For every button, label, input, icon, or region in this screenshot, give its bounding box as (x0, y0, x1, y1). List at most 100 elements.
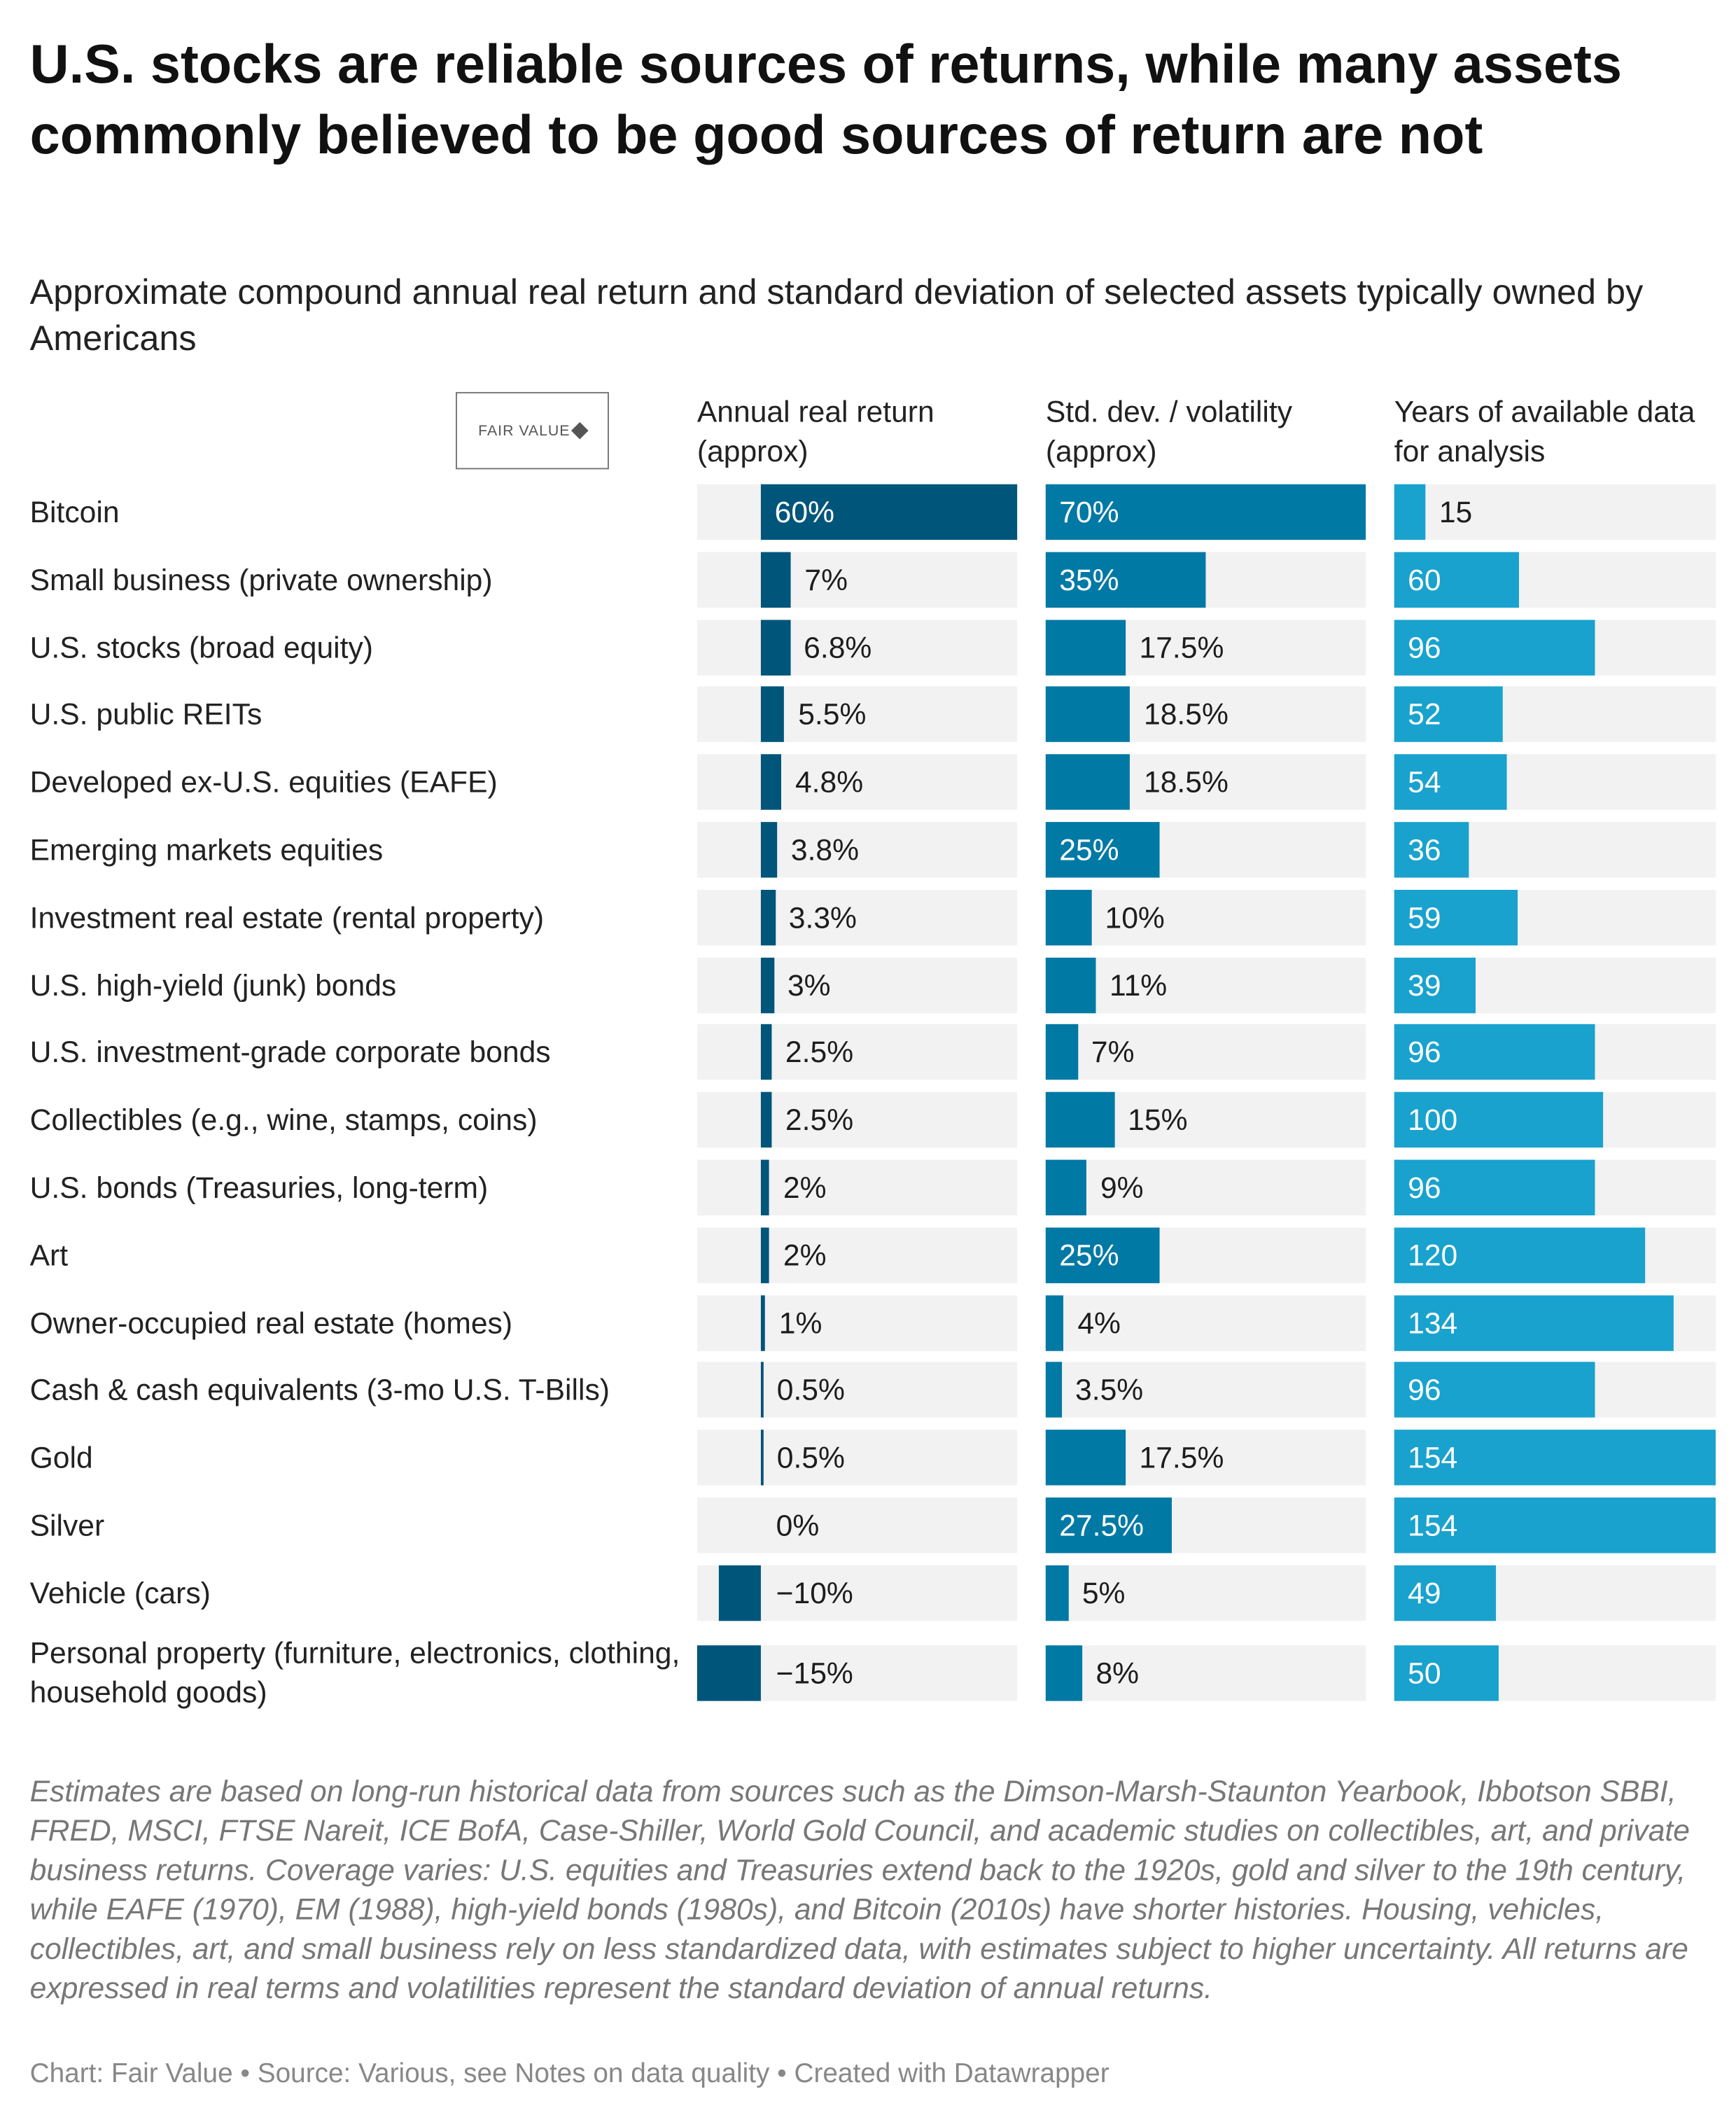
bar-track (696, 1092, 1018, 1148)
sd-bar (1045, 1294, 1064, 1350)
header-years: Years of available data for analysis (1394, 394, 1695, 468)
ret-value-label: 4.8% (794, 765, 864, 800)
yrs-bar (1394, 1498, 1716, 1554)
row-label: Owner-occupied real estate (homes) (29, 1306, 513, 1340)
sd-value-label: 17.5% (1139, 630, 1224, 664)
sd-bar (1045, 1498, 1172, 1554)
sd-value-label: 4% (1077, 1306, 1121, 1340)
yrs-bar (1394, 822, 1470, 878)
ret-bar (761, 1227, 770, 1283)
yrs-value-label: 154 (1408, 1508, 1458, 1542)
yrs-value-label: 59 (1408, 900, 1441, 935)
table-row: Developed ex-U.S. equities (EAFE) 4.8% 18.… (0, 754, 1736, 811)
ret-bar (761, 889, 776, 946)
yrs-value-label: 96 (1408, 1373, 1441, 1407)
ret-bar (718, 1565, 762, 1621)
header-annual-return: Annual real return (approx) (696, 394, 934, 468)
ret-bar (761, 1024, 772, 1081)
sd-bar (1045, 889, 1092, 946)
sd-bar (1045, 1565, 1069, 1621)
chart-title: U.S. stocks are reliable sources of retu… (29, 35, 1622, 166)
row-label: Developed ex-U.S. equities (EAFE) (29, 765, 498, 800)
bar-track (696, 1362, 1018, 1418)
row-label: Emerging markets equities (29, 832, 384, 867)
logo-text: Fair Value (478, 422, 570, 439)
bar-track (696, 1024, 1018, 1081)
bar-track (696, 889, 1018, 946)
logo-mark-icon (571, 421, 589, 440)
bar-track (1045, 1294, 1366, 1350)
ret-value-label: 0.5% (776, 1440, 845, 1475)
ret-bar (761, 1159, 770, 1215)
sd-value-label: 27.5% (1059, 1508, 1144, 1542)
bar-track (696, 754, 1018, 811)
sd-bar (1045, 1362, 1062, 1418)
sd-value-label: 11% (1110, 968, 1168, 1003)
ret-bar (761, 1430, 764, 1486)
sd-value-label: 35% (1059, 562, 1119, 597)
ret-bar (761, 1362, 764, 1418)
header-std-dev: Std. dev. / volatility (approx) (1045, 394, 1293, 468)
table-row: Investment real estate (rental property)… (0, 889, 1736, 946)
sd-bar (1045, 687, 1130, 743)
row-label: Vehicle (cars) (29, 1575, 211, 1610)
row-label: U.S. high-yield (junk) bonds (29, 968, 397, 1003)
ret-value-label: 60% (774, 495, 835, 529)
ret-value-label: 2.5% (785, 1035, 854, 1070)
yrs-bar (1394, 1645, 1499, 1701)
ret-bar (761, 822, 778, 878)
ret-bar (761, 484, 1018, 540)
sd-value-label: 9% (1100, 1171, 1144, 1205)
sd-value-label: 25% (1059, 832, 1119, 867)
ret-bar (761, 619, 790, 676)
bar-track (1045, 1024, 1366, 1081)
row-label: Collectibles (e.g., wine, stamps, coins) (29, 1103, 538, 1137)
sd-value-label: 25% (1059, 1238, 1119, 1272)
table-row: U.S. investment-grade corporate bonds 2.5… (0, 1024, 1736, 1081)
ret-value-label: 2.5% (785, 1103, 854, 1137)
table-row: Small business (private ownership) 7% 35% 6… (0, 552, 1736, 608)
row-label: Gold (29, 1440, 93, 1475)
yrs-value-label: 49 (1408, 1575, 1441, 1610)
yrs-value-label: 96 (1408, 630, 1441, 664)
table-row: Emerging markets equities 3.8% 25% 36 (0, 822, 1736, 878)
table-row: Gold 0.5% 17.5% 154 (0, 1430, 1736, 1486)
yrs-value-label: 134 (1408, 1306, 1458, 1340)
ret-bar (761, 1294, 766, 1350)
ret-value-label: 1% (778, 1306, 822, 1340)
yrs-bar (1394, 1092, 1603, 1148)
row-label: U.S. stocks (broad equity) (29, 630, 374, 664)
ret-value-label: −10% (776, 1575, 853, 1610)
bar-track (696, 619, 1018, 676)
bar-track (1045, 1565, 1366, 1621)
table-row: U.S. stocks (broad equity) 6.8% 17.5% 96 (0, 619, 1736, 676)
table-row: Owner-occupied real estate (homes) 1% 4% 13… (0, 1294, 1736, 1350)
table-row: Bitcoin 60% 70% 15 (0, 484, 1736, 540)
yrs-bar (1394, 552, 1520, 608)
bar-track (696, 1498, 1018, 1554)
ret-bar (761, 754, 782, 811)
sd-value-label: 5% (1082, 1575, 1126, 1610)
sd-bar (1045, 1645, 1083, 1701)
ret-value-label: 0% (776, 1508, 820, 1542)
yrs-value-label: 120 (1408, 1238, 1458, 1272)
yrs-value-label: 96 (1408, 1035, 1441, 1070)
chart-subtitle: Approximate compound annual real return … (29, 271, 1644, 358)
sd-bar (1045, 1024, 1078, 1081)
ret-bar (761, 687, 785, 743)
yrs-bar (1394, 1024, 1595, 1081)
sd-bar (1045, 1227, 1161, 1283)
bar-track (696, 1227, 1018, 1283)
row-label: Personal property (furniture, electronic… (29, 1635, 680, 1710)
ret-value-label: −15% (776, 1655, 853, 1690)
sd-value-label: 10% (1105, 900, 1165, 935)
table-row: U.S. public REITs 5.5% 18.5% 52 (0, 687, 1736, 743)
bar-track (696, 1294, 1018, 1350)
row-label: U.S. public REITs (29, 697, 262, 732)
bar-track (1045, 889, 1366, 946)
yrs-bar (1394, 1430, 1716, 1486)
yrs-bar (1394, 484, 1426, 540)
sd-value-label: 18.5% (1144, 697, 1228, 732)
yrs-bar (1394, 1227, 1645, 1283)
yrs-value-label: 52 (1408, 697, 1441, 732)
